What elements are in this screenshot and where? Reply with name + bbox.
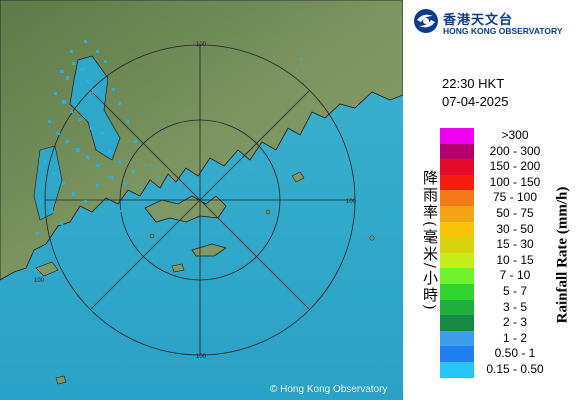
range-label-north: 100	[196, 42, 207, 48]
range-rings	[44, 44, 356, 356]
legend-panel: 香港天文台 HONG KONG OBSERVATORY 22:30 HKT 07…	[403, 0, 577, 400]
legend-label: 0.50 - 1	[494, 346, 536, 361]
range-label-south: 100	[196, 354, 207, 360]
legend-label: 2 - 3	[502, 315, 527, 330]
hk-island	[144, 195, 227, 223]
legend-swatch	[440, 315, 474, 331]
legend-label: 100 - 150	[489, 174, 541, 189]
legend-label: 10 - 15	[496, 252, 534, 267]
observation-date: 07-04-2025	[442, 94, 509, 109]
legend-swatch	[440, 159, 474, 175]
legend-label: 30 - 50	[496, 221, 534, 236]
legend-label: 5 - 7	[502, 283, 527, 298]
legend-swatches	[440, 128, 474, 378]
logo-chinese-text: 香港天文台	[443, 13, 514, 28]
radar-map: 100 100 100 100	[0, 0, 403, 400]
range-label-east: 100	[346, 199, 357, 205]
hko-logo: 香港天文台 HONG KONG OBSERVATORY	[413, 6, 577, 42]
radar-map-image: 100 100 100 100	[0, 0, 403, 400]
legend-swatch	[440, 330, 474, 347]
legend-swatch	[440, 143, 474, 160]
legend-label: 0.15 - 0.50	[486, 361, 544, 376]
rain-echoes	[36, 40, 302, 235]
observation-time: 22:30 HKT	[442, 76, 505, 91]
legend-swatch	[440, 299, 474, 316]
legend-label: 7 - 10	[499, 268, 531, 283]
hko-logo-icon	[414, 9, 438, 33]
legend-label: 150 - 200	[489, 159, 541, 174]
range-label-west: 100	[34, 278, 45, 284]
legend-swatch	[440, 237, 474, 253]
legend-swatch	[440, 283, 474, 300]
legend-swatch	[440, 346, 474, 362]
legend-swatch	[440, 174, 474, 191]
legend-label: 3 - 5	[502, 299, 527, 314]
legend-label: 75 - 100	[492, 190, 538, 205]
legend-label: 1 - 2	[502, 330, 527, 345]
legend-label: >300	[501, 128, 529, 142]
legend-title-english: Rainfall Rate (mm/h)	[554, 186, 571, 324]
logo-english-text: HONG KONG OBSERVATORY	[443, 26, 563, 36]
legend-swatch	[440, 361, 474, 378]
legend-swatch	[440, 268, 474, 284]
legend-labels: >300 200 - 300 150 - 200 100 - 150 75 - 100 5…	[475, 128, 555, 378]
copyright-text: © Hong Kong Observatory	[270, 384, 388, 395]
legend-label: 200 - 300	[489, 143, 541, 158]
legend-swatch	[440, 221, 474, 238]
legend-label: 15 - 30	[496, 237, 534, 252]
legend-swatch	[440, 190, 474, 206]
legend-label: 50 - 75	[496, 205, 534, 220]
legend-title-chinese: 降雨率(毫米/小時)	[421, 170, 439, 312]
legend-swatch	[440, 252, 474, 269]
legend-swatch	[440, 205, 474, 222]
legend-swatch	[440, 128, 474, 144]
